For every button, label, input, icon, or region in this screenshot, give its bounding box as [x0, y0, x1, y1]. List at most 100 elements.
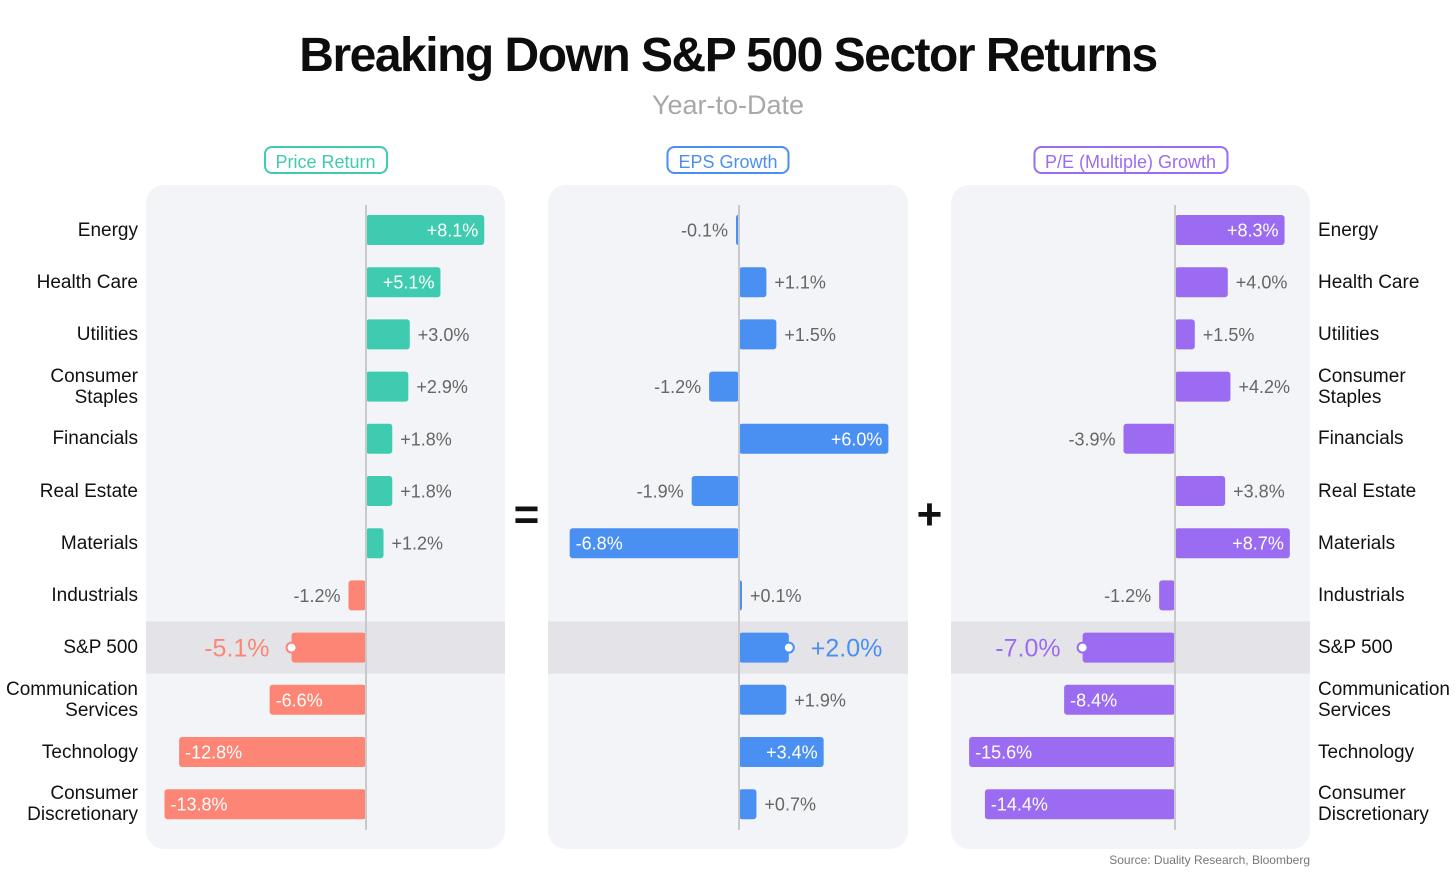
- bar: [709, 371, 739, 402]
- bar: [348, 580, 366, 611]
- value-label: +2.0%: [811, 635, 883, 663]
- bar: [739, 267, 767, 298]
- bar: [164, 789, 366, 820]
- bar: [739, 737, 824, 767]
- value-label: -14.4%: [991, 795, 1048, 815]
- value-label: +5.1%: [383, 273, 435, 293]
- panel-background: [548, 185, 908, 849]
- panel-background: [951, 185, 1310, 849]
- category-label: S&P 500: [1318, 637, 1393, 659]
- value-label: +1.1%: [774, 273, 826, 293]
- category-label: Real Estate: [39, 480, 138, 502]
- value-label: -15.6%: [975, 742, 1032, 762]
- category-label: Industrials: [51, 584, 138, 606]
- category-label: Technology: [41, 741, 138, 763]
- bar: [366, 267, 441, 298]
- category-label: Industrials: [1318, 584, 1405, 606]
- bar: [1175, 215, 1285, 245]
- category-label: S&P 500: [63, 637, 138, 659]
- value-label: +2.9%: [416, 377, 468, 397]
- panel-title: EPS Growth: [666, 146, 790, 174]
- value-label: +3.0%: [418, 325, 470, 345]
- category-label: Consumer Staples: [50, 365, 138, 408]
- bar: [739, 632, 789, 663]
- category-label: Health Care: [36, 271, 138, 293]
- value-label: -5.1%: [204, 635, 269, 663]
- category-label: Utilities: [1318, 323, 1380, 345]
- value-label: +8.3%: [1227, 220, 1279, 240]
- panel-1: +8.1% +5.1% +3.0% +2.9% +1.8% +1.8% +1.2% -1.2%…: [146, 185, 505, 849]
- value-label: -1.9%: [637, 481, 684, 501]
- panel-title: P/E (Multiple) Growth: [1032, 146, 1229, 174]
- value-label: +1.9%: [794, 690, 846, 710]
- bar: [366, 528, 384, 559]
- bar: [366, 476, 393, 506]
- value-label: -0.1%: [681, 220, 728, 240]
- bar: [179, 737, 366, 767]
- category-label: Consumer Discretionary: [27, 783, 138, 826]
- bar: [1175, 267, 1228, 298]
- source-note: Source: Duality Research, Bloomberg: [1109, 853, 1310, 867]
- value-label: +4.0%: [1236, 273, 1288, 293]
- category-label: Financials: [1318, 428, 1404, 450]
- category-label: Health Care: [1318, 271, 1420, 293]
- value-label: +1.5%: [784, 325, 836, 345]
- bar: [291, 632, 366, 663]
- category-label: Financials: [52, 428, 138, 450]
- value-label: -6.6%: [276, 690, 323, 710]
- value-label: -1.2%: [1104, 586, 1151, 606]
- bar: [1064, 684, 1175, 715]
- panel-title: Price Return: [263, 146, 388, 174]
- category-label: Technology: [1318, 741, 1415, 763]
- bar: [1159, 580, 1175, 611]
- bar: [269, 684, 366, 715]
- value-label: +6.0%: [831, 429, 883, 449]
- bar: [1175, 476, 1226, 506]
- bar: [691, 476, 739, 506]
- bar: [366, 371, 409, 402]
- equals-operator: =: [513, 490, 540, 539]
- value-label: -8.4%: [1070, 690, 1117, 710]
- bar: [739, 423, 889, 454]
- value-label: +3.4%: [766, 742, 818, 762]
- chart-subtitle: Year-to-Date: [651, 90, 805, 120]
- value-label: -1.2%: [654, 377, 701, 397]
- bar: [1175, 319, 1195, 350]
- highlight-marker: [782, 641, 795, 654]
- value-label: -13.8%: [171, 795, 228, 815]
- value-label: +1.5%: [1203, 325, 1255, 345]
- category-label: Energy: [1318, 219, 1379, 241]
- category-label: Communication Services: [6, 678, 138, 721]
- category-label: Real Estate: [1318, 480, 1417, 502]
- bar: [984, 789, 1175, 820]
- highlight-marker: [285, 641, 298, 654]
- value-label: +0.7%: [764, 795, 816, 815]
- panel-background: [146, 185, 505, 849]
- value-label: -1.2%: [293, 586, 340, 606]
- value-label: -6.8%: [576, 534, 623, 554]
- panel-2: -0.1% +1.1% +1.5% -1.2% +6.0% -1.9% -6.8% +0.1%…: [548, 185, 908, 849]
- value-label: -12.8%: [185, 742, 242, 762]
- bar: [739, 789, 757, 820]
- value-label: +4.2%: [1238, 377, 1290, 397]
- value-label: -7.0%: [995, 635, 1060, 663]
- category-label: Consumer Staples: [1318, 365, 1406, 408]
- bar: [366, 215, 485, 245]
- value-label: +3.8%: [1233, 481, 1285, 501]
- bar: [739, 684, 787, 715]
- bar: [366, 319, 410, 350]
- bar: [1175, 371, 1231, 402]
- chart-title: Breaking Down S&P 500 Sector Returns: [299, 29, 1158, 82]
- category-label: Communication Services: [1318, 678, 1450, 721]
- bar: [1082, 632, 1175, 663]
- highlight-marker: [1076, 641, 1089, 654]
- bar: [366, 423, 393, 454]
- category-label: Materials: [60, 532, 138, 554]
- value-label: +8.7%: [1232, 534, 1284, 554]
- value-label: +1.2%: [392, 534, 444, 554]
- bar: [569, 528, 739, 559]
- panel-3: +8.3% +4.0% +1.5% +4.2% -3.9% +3.8% +8.7% -1.2%…: [951, 185, 1310, 849]
- bar: [739, 319, 777, 350]
- highlight-row: [548, 621, 908, 674]
